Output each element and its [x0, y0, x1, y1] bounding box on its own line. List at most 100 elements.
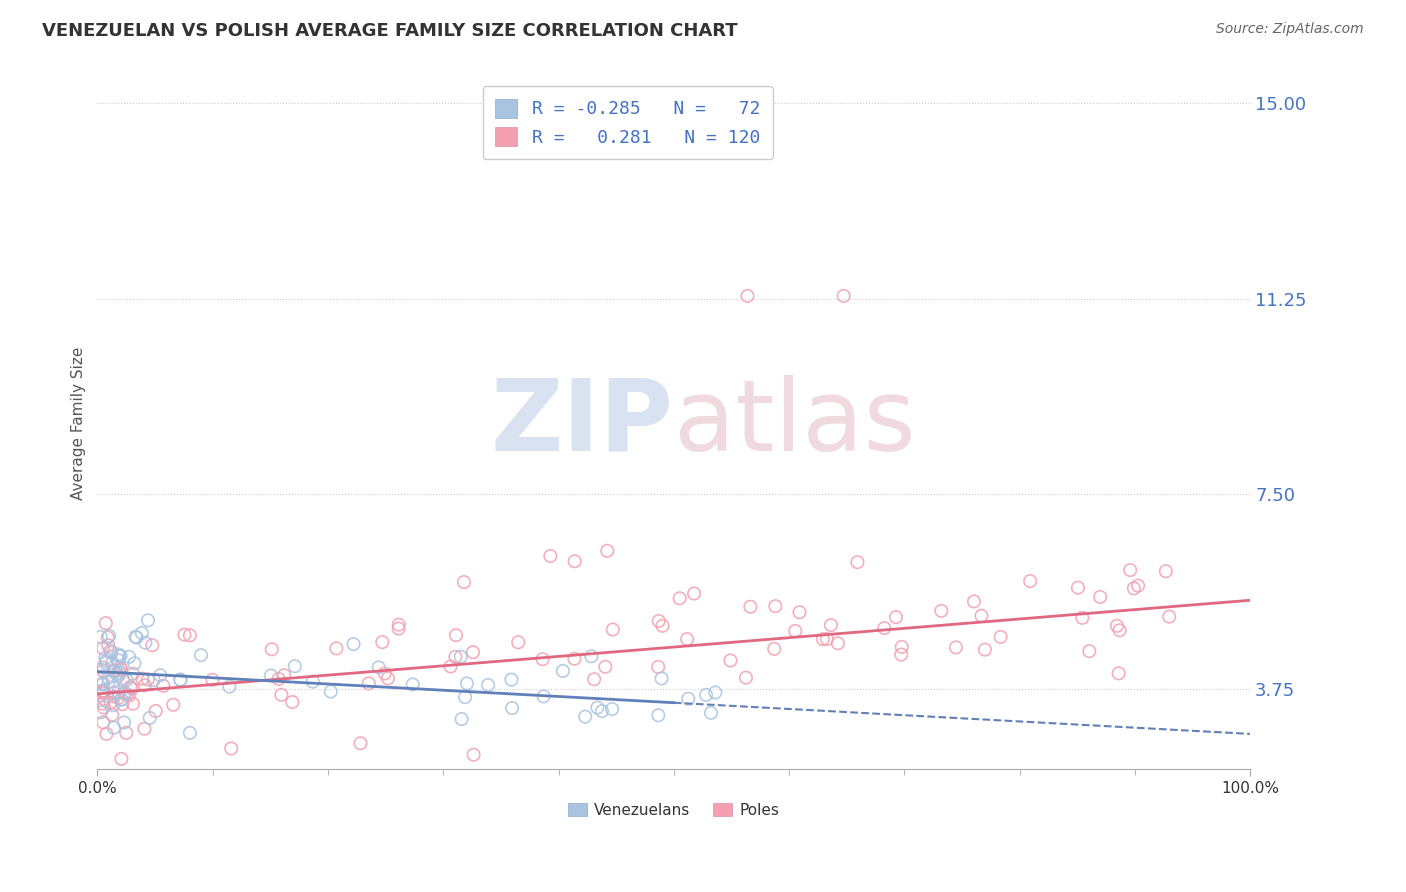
Point	[110, 692, 132, 706]
Point	[120, 680, 142, 694]
Point	[100, 644, 122, 658]
Point	[111, 697, 134, 711]
Point	[110, 648, 132, 663]
Point	[1108, 666, 1130, 681]
Point	[387, 622, 409, 636]
Point	[453, 575, 475, 590]
Point	[820, 618, 842, 632]
Point	[90, 688, 112, 702]
Point	[695, 688, 717, 702]
Point	[267, 672, 290, 686]
Point	[1078, 644, 1101, 658]
Point	[260, 668, 283, 682]
Point	[651, 619, 673, 633]
Point	[125, 631, 148, 645]
Point	[477, 678, 499, 692]
Point	[450, 712, 472, 726]
Point	[218, 680, 240, 694]
Point	[107, 653, 129, 667]
Point	[115, 673, 138, 687]
Point	[1071, 611, 1094, 625]
Point	[122, 666, 145, 681]
Point	[1159, 609, 1181, 624]
Point	[107, 685, 129, 699]
Point	[110, 692, 132, 706]
Point	[450, 649, 472, 664]
Point	[551, 664, 574, 678]
Point	[591, 704, 613, 718]
Point	[179, 628, 201, 642]
Point	[454, 690, 477, 705]
Point	[302, 674, 325, 689]
Point	[91, 684, 114, 698]
Point	[737, 289, 759, 303]
Point	[596, 544, 619, 558]
Point	[110, 662, 132, 676]
Point	[284, 659, 307, 673]
Point	[91, 683, 114, 698]
Point	[463, 747, 485, 762]
Point	[357, 676, 380, 690]
Point	[162, 698, 184, 712]
Point	[91, 664, 114, 678]
Point	[564, 651, 586, 665]
Point	[114, 687, 136, 701]
Point	[91, 676, 114, 690]
Point	[581, 649, 603, 664]
Point	[108, 660, 131, 674]
Point	[122, 697, 145, 711]
Point	[720, 653, 742, 667]
Point	[190, 648, 212, 662]
Point	[444, 649, 467, 664]
Point	[811, 632, 834, 647]
Point	[97, 671, 120, 685]
Point	[103, 698, 125, 712]
Point	[179, 726, 201, 740]
Point	[103, 686, 125, 700]
Point	[219, 741, 242, 756]
Point	[648, 614, 671, 628]
Point	[377, 671, 399, 685]
Point	[94, 656, 117, 670]
Point	[98, 629, 121, 643]
Point	[97, 631, 120, 645]
Point	[531, 652, 554, 666]
Point	[735, 671, 758, 685]
Point	[90, 706, 112, 720]
Point	[260, 642, 283, 657]
Point	[93, 692, 115, 706]
Point	[114, 686, 136, 700]
Point	[1088, 590, 1111, 604]
Point	[103, 721, 125, 735]
Point	[1019, 574, 1042, 588]
Point	[564, 554, 586, 568]
Point	[103, 664, 125, 678]
Point	[101, 680, 124, 694]
Point	[131, 672, 153, 686]
Text: VENEZUELAN VS POLISH AVERAGE FAMILY SIZE CORRELATION CHART: VENEZUELAN VS POLISH AVERAGE FAMILY SIZE…	[42, 22, 738, 40]
Point	[574, 709, 596, 723]
Point	[121, 681, 143, 696]
Point	[349, 736, 371, 750]
Point	[149, 668, 172, 682]
Text: Source: ZipAtlas.com: Source: ZipAtlas.com	[1216, 22, 1364, 37]
Point	[815, 632, 838, 646]
Point	[929, 604, 952, 618]
Point	[108, 648, 131, 663]
Point	[676, 632, 699, 646]
Point	[201, 673, 224, 687]
Point	[319, 684, 342, 698]
Point	[152, 679, 174, 693]
Point	[96, 654, 118, 668]
Point	[124, 630, 146, 644]
Point	[118, 649, 141, 664]
Point	[456, 676, 478, 690]
Point	[1105, 619, 1128, 633]
Point	[444, 628, 467, 642]
Point	[789, 605, 811, 619]
Point	[595, 659, 617, 673]
Point	[273, 668, 295, 682]
Point	[600, 702, 623, 716]
Point	[501, 673, 523, 687]
Point	[91, 660, 114, 674]
